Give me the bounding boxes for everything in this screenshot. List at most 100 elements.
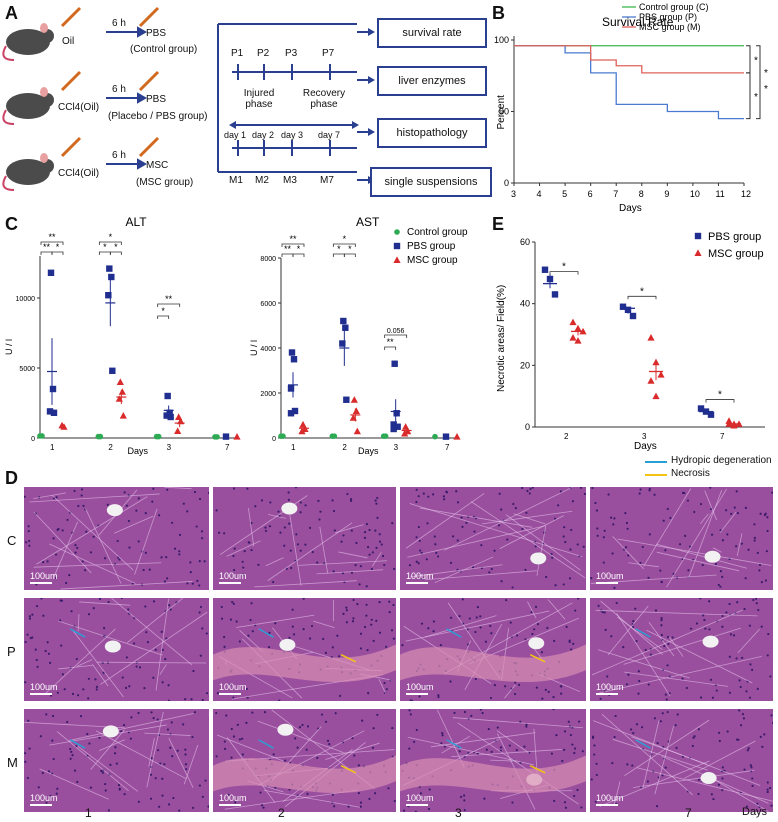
nucleus — [692, 736, 695, 739]
nucleus — [347, 805, 350, 808]
legend-label: MSC group (M) — [639, 22, 701, 32]
sinusoid — [628, 562, 659, 568]
syringe-icon — [60, 136, 82, 158]
nucleus — [639, 488, 642, 491]
nucleus — [703, 618, 706, 622]
sinusoid — [623, 627, 741, 665]
nucleus — [161, 794, 164, 797]
significance-bracket — [51, 251, 64, 255]
necrosis-arrow-icon — [645, 474, 667, 476]
nucleus — [660, 619, 663, 622]
nucleus — [573, 751, 576, 755]
nucleus — [455, 490, 458, 493]
nucleus — [184, 763, 188, 766]
legend-label: MSC group — [407, 255, 458, 266]
nucleus — [415, 560, 418, 563]
significance-mark: * — [764, 84, 768, 95]
nucleus — [82, 504, 85, 507]
nucleus — [215, 509, 218, 512]
nucleus — [499, 746, 503, 749]
x-tick-label: 6 — [588, 189, 593, 199]
nucleus — [764, 579, 767, 582]
nucleus — [56, 787, 59, 790]
nucleus — [238, 738, 241, 741]
sinusoid — [267, 522, 353, 581]
nucleus — [535, 686, 538, 689]
nucleus — [525, 723, 528, 726]
nucleus — [629, 728, 633, 731]
phase-point: M1 — [229, 175, 243, 186]
x-tick-label: 1 — [291, 443, 296, 452]
nucleus — [479, 709, 482, 711]
nucleus — [725, 611, 728, 614]
nucleus — [132, 642, 136, 645]
nucleus — [487, 727, 490, 731]
nucleus — [359, 632, 363, 635]
nucleus — [161, 777, 164, 780]
significance-bracket — [756, 45, 761, 120]
data-point — [390, 425, 397, 433]
nucleus — [573, 747, 577, 750]
phase-point: P2 — [257, 48, 270, 59]
nucleus — [646, 780, 649, 783]
data-point — [164, 392, 171, 400]
nucleus — [568, 640, 571, 644]
nucleus — [299, 511, 302, 514]
sinusoid — [257, 720, 344, 753]
sinusoid — [656, 551, 740, 572]
sinusoid — [29, 493, 160, 503]
nucleus — [544, 688, 547, 692]
significance-mark: * — [754, 92, 758, 103]
nucleus — [552, 709, 555, 711]
nucleus — [28, 615, 31, 618]
panel-label-a: A — [5, 3, 18, 23]
nucleus — [435, 551, 438, 555]
nucleus — [563, 526, 566, 529]
nucleus — [361, 719, 364, 722]
nucleus — [54, 553, 58, 556]
nucleus — [71, 692, 75, 696]
y-axis-label: Necrotic areas/ Field(%) — [496, 285, 507, 392]
nucleus — [27, 529, 30, 533]
nucleus — [719, 585, 722, 588]
necrotic-area — [213, 644, 396, 683]
nucleus — [708, 600, 711, 603]
column-label: 1 — [85, 806, 92, 820]
scale-bar: 100um — [596, 682, 624, 695]
nucleus — [757, 608, 760, 612]
nucleus — [144, 511, 147, 515]
significance-mark: ** — [289, 234, 297, 244]
significance-mark: ** — [165, 294, 173, 304]
nucleus — [156, 718, 159, 721]
nucleus — [769, 786, 772, 790]
nucleus — [87, 697, 90, 700]
nucleus — [702, 614, 705, 617]
nucleus — [290, 566, 293, 570]
vessel — [279, 638, 296, 651]
nucleus — [122, 723, 126, 727]
nucleus — [745, 805, 749, 808]
nucleus — [107, 809, 111, 812]
nucleus — [163, 763, 166, 766]
x-tick-label: 7 — [445, 443, 450, 452]
scale-bar: 100um — [30, 793, 58, 806]
nucleus — [674, 724, 677, 727]
nucleus — [626, 763, 629, 766]
nucleus — [71, 754, 74, 757]
nucleus — [365, 585, 368, 588]
nucleus — [440, 742, 443, 745]
data-point — [342, 324, 349, 331]
nucleus — [485, 748, 488, 751]
data-point — [214, 434, 220, 440]
sinusoid — [49, 543, 136, 584]
outcome-box: survival rate — [377, 18, 487, 48]
nucleus — [524, 568, 527, 571]
phase-point: P3 — [285, 48, 298, 59]
panel-a-schematic — [2, 6, 375, 191]
x-tick-label: 2 — [564, 432, 569, 441]
nucleus — [184, 698, 187, 701]
nucleus — [27, 719, 30, 722]
nucleus — [493, 549, 496, 552]
nucleus — [250, 602, 253, 605]
sinusoid — [298, 560, 387, 566]
